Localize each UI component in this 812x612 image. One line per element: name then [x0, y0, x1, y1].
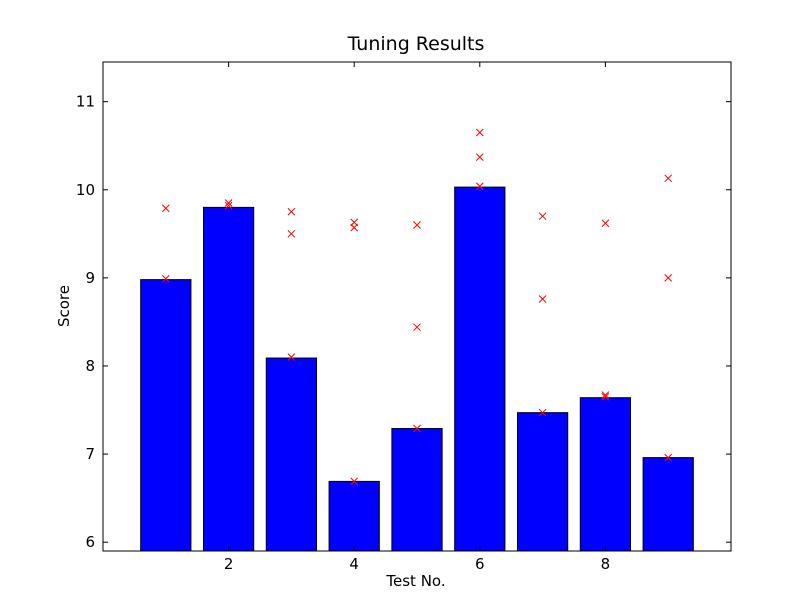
x-tick-label: 6: [475, 555, 485, 573]
data-point-marker: [601, 391, 610, 399]
x-tick-label: 2: [224, 555, 234, 573]
data-point-marker: [350, 477, 359, 486]
chart-title: Tuning Results: [347, 33, 485, 55]
data-point-marker: [224, 199, 233, 207]
y-tick-label: 6: [85, 533, 95, 551]
data-point-marker: [538, 212, 547, 221]
data-point-marker: [413, 323, 421, 332]
data-point-marker: [350, 223, 359, 232]
data-point-marker: [161, 274, 170, 283]
data-point-marker: [161, 204, 170, 213]
x-tick-label: 8: [601, 555, 611, 573]
bar: [391, 428, 443, 552]
bar: [328, 480, 380, 552]
y-tick-label: 8: [85, 357, 95, 375]
data-point-marker: [413, 424, 421, 433]
bar: [454, 186, 506, 552]
data-point-marker: [413, 221, 421, 229]
bar: [265, 357, 318, 552]
y-tick-label: 10: [76, 181, 95, 199]
y-tick-label: 11: [76, 93, 95, 111]
data-point-marker: [538, 295, 547, 303]
data-point-marker: [664, 453, 673, 462]
x-axis-label: Test No.: [385, 572, 445, 590]
data-point-marker: [475, 128, 484, 137]
data-point-marker: [287, 353, 296, 362]
data-point-marker: [475, 153, 484, 162]
bar: [579, 397, 632, 552]
y-axis-label: Score: [55, 285, 73, 327]
axes-frame: [102, 61, 732, 552]
data-point-marker: [287, 207, 296, 216]
data-point-marker: [601, 219, 610, 228]
data-point-marker: [664, 274, 673, 282]
bar: [202, 206, 255, 552]
data-point-marker: [287, 229, 296, 238]
y-tick-label: 7: [85, 445, 95, 463]
bar: [516, 412, 569, 552]
plot-area: 2 4 6 8 6 7 8 9 10 11: [76, 61, 732, 573]
data-point-marker: [601, 392, 610, 401]
x-tick-label: 4: [349, 555, 359, 573]
y-tick-label: 9: [85, 269, 95, 287]
bar: [140, 279, 192, 552]
data-point-marker: [475, 182, 484, 191]
data-point-marker: [664, 174, 673, 183]
data-point-marker: [538, 408, 547, 417]
bar: [642, 457, 694, 552]
data-point-marker: [224, 201, 233, 210]
